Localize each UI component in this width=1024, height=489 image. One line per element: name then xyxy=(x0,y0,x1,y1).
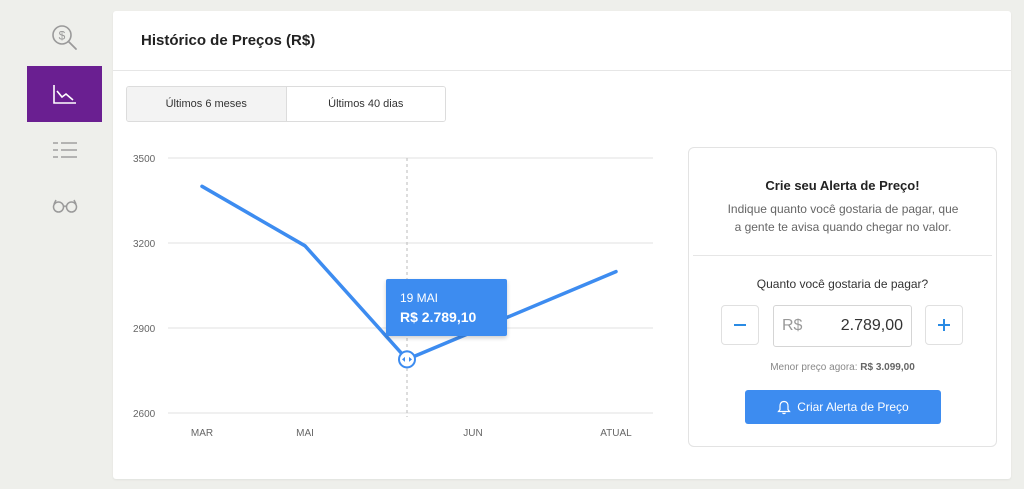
bell-icon xyxy=(777,400,791,414)
y-tick-label: 2900 xyxy=(133,324,156,335)
divider xyxy=(693,255,992,256)
price-alert-panel: Crie seu Alerta de Preço! Indique quanto… xyxy=(688,147,997,447)
chart-line-icon xyxy=(52,85,76,104)
alert-description: Indique quanto você gostaria de pagar, q… xyxy=(713,200,973,236)
sidebar: $ xyxy=(27,10,102,234)
lowest-price: Menor preço agora: R$ 3.099,00 xyxy=(689,362,996,373)
lowest-price-value: R$ 3.099,00 xyxy=(860,362,915,373)
lowest-price-label: Menor preço agora: xyxy=(770,362,858,373)
currency-label: R$ xyxy=(782,317,803,334)
alert-title: Crie seu Alerta de Preço! xyxy=(765,178,920,193)
series-line xyxy=(200,184,618,362)
price-chart: 2600 2900 3200 3500 MAR MAI JUN ATUAL xyxy=(133,154,653,439)
tooltip-date: 19 MAI xyxy=(400,291,439,305)
sidebar-item-price-history[interactable] xyxy=(27,66,102,122)
decrease-price-button[interactable] xyxy=(721,305,759,345)
card-header: Histórico de Preços (R$) xyxy=(113,11,1011,71)
x-tick-label: MAI xyxy=(296,428,314,439)
target-price-value: 2.789,00 xyxy=(840,317,903,334)
chart-tooltip: 19 MAI R$ 2.789,10 xyxy=(386,279,507,336)
x-tick-label: MAR xyxy=(191,428,213,439)
increase-price-button[interactable] xyxy=(925,305,963,345)
y-tick-label: 2600 xyxy=(133,409,156,420)
dollar-search-icon: $ xyxy=(51,25,77,50)
price-history-card: Histórico de Preços (R$) Últimos 6 meses… xyxy=(113,11,1011,479)
alert-description-line-1: Indique quanto você gostaria de pagar, q… xyxy=(727,202,959,216)
tab-40-days[interactable]: Últimos 40 dias xyxy=(286,87,445,121)
sidebar-item-glasses[interactable] xyxy=(27,178,102,234)
minus-icon xyxy=(734,324,746,326)
sidebar-item-list[interactable] xyxy=(27,122,102,178)
tab-6-months[interactable]: Últimos 6 meses xyxy=(127,87,287,121)
drag-arrows-icon xyxy=(402,356,412,362)
list-icon xyxy=(52,142,77,158)
glasses-icon xyxy=(52,199,77,213)
period-tabs: Últimos 6 meses Últimos 40 dias xyxy=(126,86,446,122)
create-alert-label: Criar Alerta de Preço xyxy=(797,400,909,414)
y-tick-label: 3200 xyxy=(133,239,156,250)
y-tick-label: 3500 xyxy=(133,154,156,165)
create-alert-button[interactable]: Criar Alerta de Preço xyxy=(745,390,941,424)
hover-point-marker xyxy=(398,350,416,369)
x-tick-label: JUN xyxy=(463,428,482,439)
page-title: Histórico de Preços (R$) xyxy=(141,32,316,49)
x-tick-label: ATUAL xyxy=(600,428,632,439)
tooltip-value: R$ 2.789,10 xyxy=(400,309,477,325)
sidebar-item-price-search[interactable]: $ xyxy=(27,10,102,66)
svg-text:$: $ xyxy=(58,29,65,43)
alert-question: Quanto você gostaria de pagar? xyxy=(756,277,929,291)
target-price-input[interactable]: R$ 2.789,00 xyxy=(773,305,912,347)
alert-description-line-2: a gente te avisa quando chegar no valor. xyxy=(734,220,952,234)
plus-icon xyxy=(938,319,950,331)
